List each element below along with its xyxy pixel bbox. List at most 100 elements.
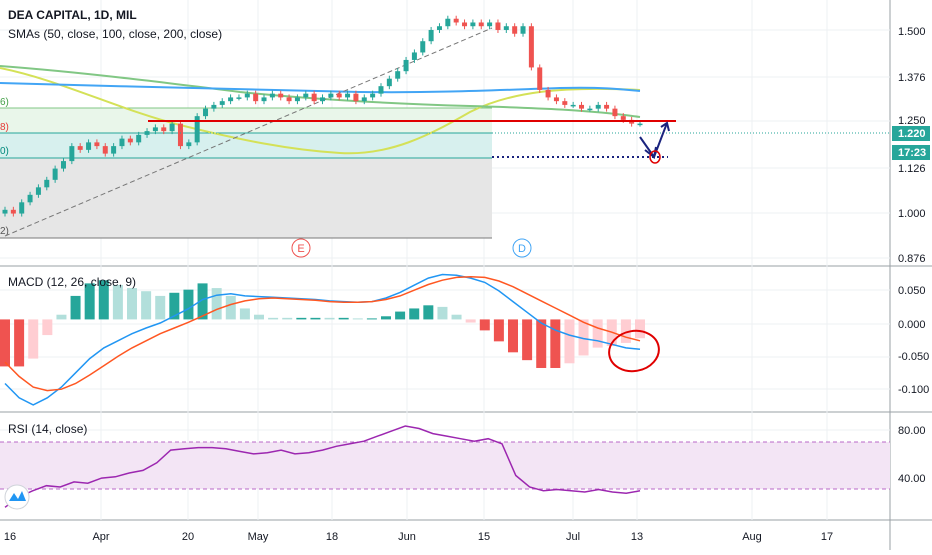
macd-histogram-bar bbox=[70, 295, 81, 320]
candle-body bbox=[311, 93, 317, 102]
candle-body bbox=[127, 138, 133, 143]
macd-annotation-circle[interactable] bbox=[606, 327, 662, 375]
macd-histogram-bar bbox=[451, 314, 462, 320]
macd-histogram-bar bbox=[338, 317, 349, 320]
candle-body bbox=[353, 93, 359, 102]
candle-body bbox=[579, 104, 585, 109]
chart-title[interactable]: DEA CAPITAL, 1D, MIL bbox=[8, 8, 137, 22]
candle-body bbox=[261, 97, 267, 102]
price-axis[interactable]: 1.500 1.376 1.250 1.126 1.000 0.876 1.22… bbox=[892, 26, 930, 265]
candle-body bbox=[86, 142, 92, 150]
price-tick: 1.000 bbox=[898, 208, 926, 220]
candle-body bbox=[320, 97, 325, 102]
candle-body bbox=[35, 187, 41, 195]
target-circle[interactable] bbox=[649, 150, 661, 164]
macd-histogram-bar bbox=[42, 319, 53, 336]
dividend-marker[interactable]: D bbox=[512, 238, 532, 258]
time-tick: 17 bbox=[821, 531, 833, 543]
macd-histogram-bar bbox=[183, 289, 194, 320]
time-tick: Aug bbox=[742, 531, 762, 543]
signal-line bbox=[4, 275, 641, 392]
candle-body bbox=[503, 26, 509, 30]
price-tick: 1.500 bbox=[898, 26, 926, 38]
macd-histogram-bar bbox=[592, 319, 603, 348]
candle-body bbox=[19, 202, 25, 214]
macd-histogram-bar bbox=[197, 283, 208, 320]
candle-body bbox=[236, 97, 242, 99]
macd-histogram-bar bbox=[493, 319, 504, 342]
earnings-marker[interactable]: E bbox=[291, 238, 311, 258]
macd-histogram-bar bbox=[84, 283, 95, 320]
candle-body bbox=[487, 22, 493, 27]
macd-histogram-bar bbox=[127, 288, 137, 320]
trend-line-dashed[interactable] bbox=[4, 27, 493, 237]
time-tick: 15 bbox=[478, 531, 490, 543]
macd-histogram-bar bbox=[366, 318, 377, 320]
macd-histogram-bar bbox=[268, 317, 279, 320]
candle-body bbox=[111, 146, 117, 154]
candle-body bbox=[604, 104, 610, 109]
rsi-tick: 80.00 bbox=[898, 425, 926, 437]
macd-histogram-bar bbox=[479, 319, 490, 331]
candle-body bbox=[169, 123, 175, 132]
macd-histogram-bar bbox=[310, 317, 321, 320]
candle-body bbox=[10, 209, 16, 214]
fib-label-1: 6) bbox=[0, 97, 9, 108]
macd-histogram-bar bbox=[169, 292, 180, 320]
time-axis[interactable]: 16 Apr 20 May 18 Jun 15 Jul 13 Aug 17 bbox=[4, 531, 833, 543]
projection-arrow-head-2 bbox=[660, 121, 670, 132]
candle-body bbox=[420, 41, 426, 53]
time-tick: Apr bbox=[92, 531, 109, 543]
candle-body bbox=[303, 93, 309, 98]
macd-histogram-bar bbox=[112, 284, 123, 320]
candle-body bbox=[436, 26, 442, 30]
candle-body bbox=[553, 97, 559, 102]
candle-body bbox=[445, 18, 451, 27]
macd-histogram-bar bbox=[352, 318, 363, 320]
macd-histogram-bar bbox=[56, 314, 67, 320]
macd-histogram-bar bbox=[28, 319, 39, 359]
fib-label-3: 0) bbox=[0, 146, 9, 157]
candle-body bbox=[177, 123, 183, 147]
candle-body bbox=[286, 97, 292, 102]
macd-axis[interactable]: 0.050 0.000 -0.050 -0.100 bbox=[898, 285, 929, 396]
candle-body bbox=[386, 78, 392, 87]
time-tick: 18 bbox=[326, 531, 338, 543]
candle-body bbox=[361, 97, 367, 102]
candle-body bbox=[77, 146, 83, 150]
candle-body bbox=[395, 71, 401, 79]
macd-histogram-bar bbox=[155, 295, 166, 320]
rsi-tick: 40.00 bbox=[898, 473, 926, 485]
macd-legend[interactable]: MACD (12, 26, close, 9) bbox=[8, 275, 136, 289]
tradingview-logo[interactable] bbox=[4, 484, 30, 510]
macd-histogram-bar bbox=[14, 319, 25, 367]
candle-body bbox=[370, 93, 376, 98]
candle-body bbox=[102, 146, 108, 154]
macd-histogram-bar bbox=[141, 291, 152, 320]
candlestick-series bbox=[2, 15, 643, 217]
sma-100-line bbox=[0, 65, 641, 118]
price-tick: 0.876 bbox=[898, 253, 926, 265]
time-tick: 20 bbox=[182, 531, 194, 543]
last-price-badge: 1.220 bbox=[898, 128, 926, 140]
candle-body bbox=[44, 179, 50, 188]
countdown-badge-bg bbox=[892, 145, 930, 160]
candle-body bbox=[612, 108, 618, 117]
candle-body bbox=[186, 142, 192, 147]
rsi-axis[interactable]: 80.00 40.00 bbox=[898, 425, 926, 485]
candle-body bbox=[620, 116, 626, 120]
sma-50-line bbox=[0, 67, 641, 155]
candle-body bbox=[161, 127, 167, 132]
rsi-legend[interactable]: RSI (14, close) bbox=[8, 422, 87, 436]
candle-body bbox=[336, 93, 342, 98]
sma-legend[interactable]: SMAs (50, close, 100, close, 200, close) bbox=[8, 27, 222, 41]
candle-body bbox=[595, 104, 601, 109]
candle-body bbox=[228, 97, 234, 102]
macd-histogram-bar bbox=[239, 308, 250, 320]
macd-histogram-bar bbox=[98, 280, 109, 320]
macd-histogram-bar bbox=[620, 319, 631, 343]
candle-body bbox=[219, 101, 225, 105]
macd-histogram-bar bbox=[211, 288, 222, 320]
fib-retracement[interactable]: 6) 8) 0) 2) bbox=[0, 97, 492, 239]
